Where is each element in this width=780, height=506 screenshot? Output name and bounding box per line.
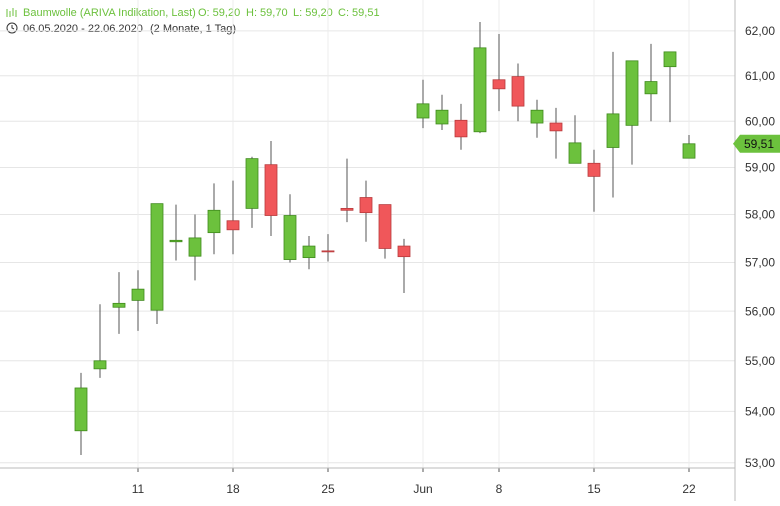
candle-body bbox=[644, 81, 658, 95]
title: Baumwolle (ARIVA Indikation, Last) bbox=[23, 7, 196, 19]
candle-body bbox=[416, 103, 430, 119]
candle-body bbox=[549, 122, 563, 132]
candle-body bbox=[112, 302, 126, 308]
y-tick-label: 58,00 bbox=[745, 208, 775, 222]
y-tick-label: 59,00 bbox=[745, 161, 775, 175]
candle-body bbox=[188, 237, 202, 257]
x-tick-label: 25 bbox=[321, 482, 335, 496]
x-tick-label: 22 bbox=[682, 482, 696, 496]
x-tick-label: 8 bbox=[496, 482, 503, 496]
candle-body bbox=[378, 204, 392, 249]
y-tick-label: 61,00 bbox=[745, 69, 775, 83]
x-tick-label: 11 bbox=[132, 482, 145, 496]
candle-body bbox=[663, 51, 677, 68]
open: O: 59,20 bbox=[198, 7, 240, 19]
y-tick-label: 62,00 bbox=[745, 24, 775, 38]
candle-body bbox=[226, 220, 240, 231]
candle-body bbox=[302, 245, 316, 259]
x-tick-label: 18 bbox=[226, 482, 240, 496]
y-tick-label: 57,00 bbox=[745, 256, 775, 270]
candle-body bbox=[283, 215, 297, 260]
candle-body bbox=[435, 109, 449, 125]
candle-body bbox=[511, 76, 525, 107]
y-tick-label: 60,00 bbox=[745, 114, 775, 128]
date-range: 06.05.2020 - 22.06.2020 bbox=[23, 23, 143, 35]
candle-body bbox=[587, 162, 601, 177]
candle-body bbox=[207, 209, 221, 234]
last-price-tag bbox=[733, 134, 780, 153]
close: C: 59,51 bbox=[338, 7, 380, 19]
last-price-label: 59,51 bbox=[744, 137, 774, 151]
period: (2 Monate, 1 Tag) bbox=[150, 23, 236, 35]
candle-body bbox=[340, 207, 354, 211]
candle-body bbox=[454, 119, 468, 138]
candle-body bbox=[264, 164, 278, 216]
candle-body bbox=[321, 250, 335, 253]
candle-body bbox=[606, 113, 620, 148]
candle-body bbox=[625, 60, 639, 126]
x-tick-label: Jun bbox=[413, 482, 432, 496]
candle-body bbox=[492, 79, 506, 90]
candle-body bbox=[473, 47, 487, 133]
candle-body bbox=[682, 143, 696, 159]
x-tick-label: 15 bbox=[587, 482, 601, 496]
candle-body bbox=[93, 360, 107, 370]
clock-icon bbox=[6, 22, 18, 34]
low: L: 59,20 bbox=[293, 7, 333, 19]
header: Baumwolle (ARIVA Indikation, Last) O: 59… bbox=[6, 7, 380, 35]
candle-body bbox=[74, 387, 88, 432]
candle-body bbox=[359, 197, 373, 214]
candle-body bbox=[397, 245, 411, 258]
high: H: 59,70 bbox=[246, 7, 288, 19]
y-tick-label: 54,00 bbox=[745, 405, 775, 419]
chart-icon bbox=[6, 8, 17, 17]
candle-body bbox=[568, 142, 582, 164]
candle-body bbox=[530, 109, 544, 124]
candle-body bbox=[169, 239, 183, 243]
y-tick-label: 53,00 bbox=[745, 456, 775, 470]
candle-body bbox=[150, 203, 164, 311]
candle-body bbox=[131, 288, 145, 301]
y-tick-label: 55,00 bbox=[745, 354, 775, 368]
y-tick-label: 56,00 bbox=[745, 304, 775, 318]
candle-body bbox=[245, 158, 259, 209]
